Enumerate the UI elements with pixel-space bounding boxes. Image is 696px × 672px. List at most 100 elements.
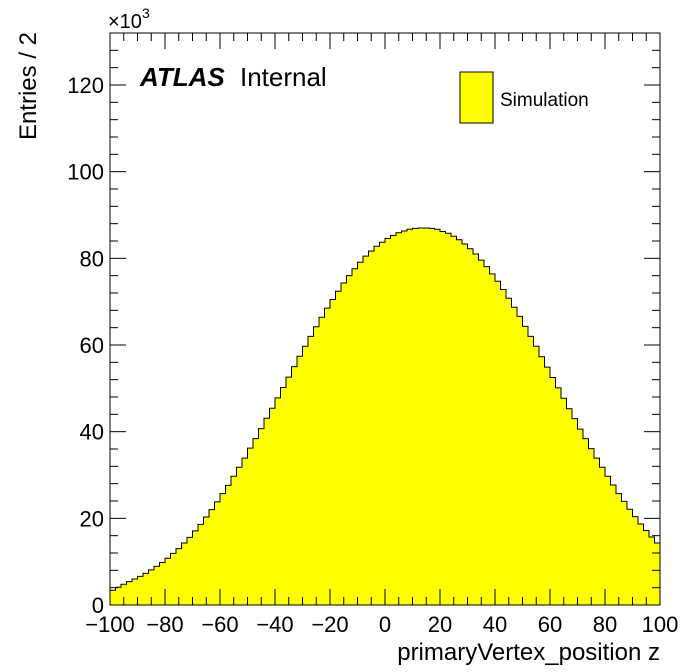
histogram-bar xyxy=(209,509,215,605)
atlas-experiment: ATLAS xyxy=(139,62,225,92)
histogram-bar xyxy=(357,262,364,605)
histogram-bar xyxy=(170,553,177,605)
histogram-bar xyxy=(495,281,501,605)
x-tick-label: 100 xyxy=(642,612,679,637)
histogram-bar xyxy=(319,317,325,605)
histogram-bar xyxy=(335,291,342,605)
histogram-bar xyxy=(280,387,287,605)
histogram-bar xyxy=(297,356,303,605)
histogram-bar xyxy=(588,448,595,605)
histogram-bar xyxy=(390,235,397,605)
histogram-bar xyxy=(517,316,523,605)
histogram-bar xyxy=(165,558,171,605)
y-tick-label: 20 xyxy=(80,506,104,531)
histogram-bar xyxy=(462,244,468,606)
histogram-bar xyxy=(484,266,490,605)
histogram-bar xyxy=(429,228,435,605)
x-tick-label: 20 xyxy=(428,612,452,637)
histogram-bar xyxy=(313,326,320,605)
histogram-bar xyxy=(583,438,589,605)
histogram-bar xyxy=(407,229,413,606)
histogram-bar xyxy=(401,231,408,606)
histogram-bar xyxy=(627,509,633,605)
histogram-bar xyxy=(500,289,507,605)
y-tick-label: 80 xyxy=(80,246,104,271)
histogram-bar xyxy=(434,229,441,606)
histogram-bar xyxy=(264,418,270,605)
histogram-bar xyxy=(594,458,600,605)
histogram-bar xyxy=(269,408,276,605)
histogram-bar xyxy=(539,356,545,605)
x-tick-label: 60 xyxy=(538,612,562,637)
histogram-bar xyxy=(451,236,457,605)
histogram-bar xyxy=(533,346,540,605)
histogram-bar xyxy=(599,467,606,605)
histogram-bar xyxy=(561,398,567,605)
x-axis-title: primaryVertex_position z xyxy=(397,639,660,666)
histogram-bar xyxy=(638,523,644,605)
histogram-bar xyxy=(489,273,496,605)
atlas-status: Internal xyxy=(240,62,327,92)
histogram-bar xyxy=(654,543,661,605)
x-tick-label: −100 xyxy=(85,612,135,637)
histogram-bar xyxy=(302,346,309,605)
histogram-bar xyxy=(385,238,391,605)
histogram-bar xyxy=(121,584,127,605)
x-tick-label: 40 xyxy=(483,612,507,637)
histogram-bar xyxy=(154,566,160,605)
x-tick-label: 0 xyxy=(379,612,391,637)
histogram-bar xyxy=(478,260,485,605)
histogram-bar xyxy=(423,228,430,605)
histogram-bar xyxy=(126,581,133,605)
histogram-bar xyxy=(456,239,463,605)
y-multiplier: ×103 xyxy=(108,5,150,33)
y-tick-label: 0 xyxy=(92,593,104,618)
histogram-bar xyxy=(379,242,386,606)
histogram-bar xyxy=(137,576,144,605)
histogram-bar xyxy=(396,232,402,605)
histogram-bar xyxy=(308,336,314,605)
histogram-bar xyxy=(467,248,474,606)
legend-swatch xyxy=(459,71,494,124)
histogram-bar xyxy=(643,530,650,605)
histogram-bar xyxy=(511,307,518,605)
histogram-bar xyxy=(522,326,529,605)
histogram-bar xyxy=(203,517,210,605)
histogram-bar xyxy=(198,524,204,605)
histogram-bar xyxy=(225,485,232,605)
y-multiplier-exponent: 3 xyxy=(142,5,150,21)
histogram-bar xyxy=(159,562,166,605)
histogram-bar xyxy=(374,246,380,605)
histogram-bar xyxy=(324,308,331,605)
histogram-bar xyxy=(231,476,237,605)
histogram-bar xyxy=(291,366,298,605)
histogram-bar xyxy=(258,428,265,605)
x-tick-label: −60 xyxy=(201,612,238,637)
histogram-bar xyxy=(506,298,512,605)
histogram-bar xyxy=(192,530,199,605)
histogram-bar xyxy=(341,283,347,605)
histogram-bar xyxy=(275,397,281,605)
x-tick-label: −80 xyxy=(146,612,183,637)
y-multiplier-base: ×10 xyxy=(108,11,142,33)
histogram-bar xyxy=(247,448,254,605)
legend-label: Simulation xyxy=(500,90,589,111)
histogram-bar xyxy=(214,501,221,605)
histogram-bar xyxy=(605,476,611,605)
x-tick-label: −40 xyxy=(256,612,293,637)
histogram-bar xyxy=(555,387,562,605)
histogram-bar xyxy=(550,377,556,605)
histogram-bar xyxy=(621,501,628,605)
y-tick-label: 60 xyxy=(80,333,104,358)
histogram-bar xyxy=(577,429,584,605)
histogram-bar xyxy=(363,256,369,605)
atlas-label: ATLAS Internal xyxy=(139,62,327,92)
y-tick-label: 120 xyxy=(67,73,104,98)
histogram-bar xyxy=(330,299,336,605)
histogram-bar xyxy=(418,228,424,605)
y-axis-title: Entries / 2 xyxy=(15,32,42,140)
y-tick-label: 40 xyxy=(80,420,104,445)
histogram-bar xyxy=(110,590,116,605)
histogram-outline xyxy=(109,227,661,605)
